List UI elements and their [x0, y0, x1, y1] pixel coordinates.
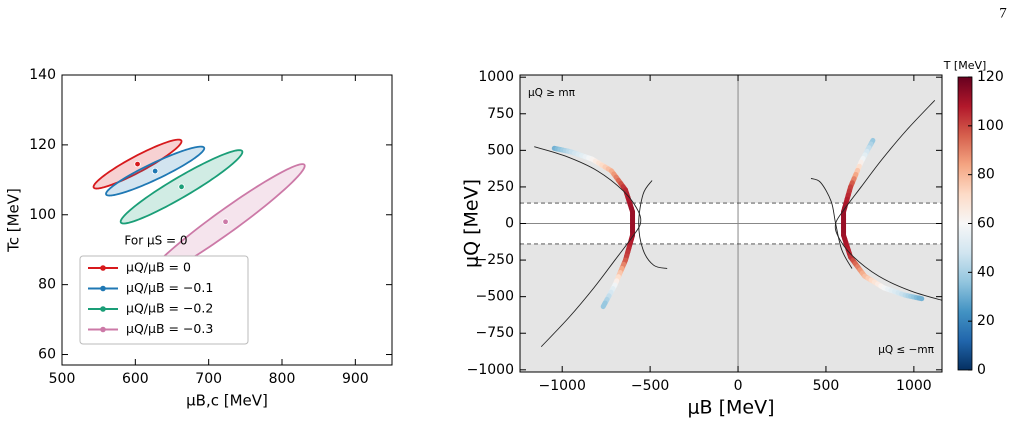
- annotation: μQ ≥ mπ: [528, 87, 576, 99]
- legend-marker: [100, 306, 106, 312]
- center-point: [151, 167, 159, 175]
- center-point: [134, 160, 141, 168]
- y-tick-label: 140: [29, 67, 56, 83]
- colorbar-tick-label: 40: [977, 264, 995, 280]
- y-tick-label: −750: [476, 325, 514, 341]
- annotation: μQ ≤ −mπ: [878, 344, 934, 356]
- x-tick-label: 1000: [896, 378, 932, 394]
- curve: [810, 178, 853, 269]
- x-tick-label: 900: [342, 371, 369, 387]
- y-tick-label: 750: [487, 106, 514, 122]
- x-tick-label: 800: [269, 371, 296, 387]
- x-tick-label: 500: [813, 378, 840, 394]
- legend-title: For μS = 0: [124, 234, 187, 248]
- y-tick-label: −250: [476, 252, 514, 268]
- colorbar-label: T [MeV]: [943, 59, 987, 72]
- legend-marker: [100, 265, 106, 271]
- colorbar-tick-label: 120: [977, 69, 1004, 85]
- x-tick-label: −500: [631, 378, 669, 394]
- x-tick-label: −1000: [539, 378, 586, 394]
- x-axis-label: μB [MeV]: [687, 397, 774, 419]
- legend-marker: [100, 285, 106, 292]
- y-axis-label: μQ [MeV]: [461, 179, 483, 268]
- colorbar-tick-label: 60: [977, 216, 995, 232]
- center-point: [222, 218, 229, 225]
- temperature-band: [916, 295, 925, 302]
- axes-frame: [519, 74, 943, 373]
- y-tick-label: 0: [505, 216, 514, 232]
- x-tick-label: 500: [49, 371, 76, 387]
- y-tick-label: 250: [487, 179, 514, 195]
- center-point: [178, 183, 185, 191]
- temperature-band: [600, 300, 608, 310]
- x-axis-label: μB,c [MeV]: [186, 392, 268, 410]
- y-axis-label: Tc [MeV]: [5, 188, 23, 253]
- legend-frame: [79, 255, 249, 345]
- y-tick-label: −1000: [467, 362, 514, 378]
- axes-frame: [61, 74, 393, 366]
- y-tick-label: 120: [29, 137, 56, 153]
- curve: [638, 180, 668, 270]
- colorbar-tick-label: 20: [977, 313, 995, 329]
- curve: [534, 146, 642, 347]
- y-tick-label: 100: [29, 207, 56, 223]
- page-number: 7: [999, 5, 1007, 21]
- x-tick-label: 600: [122, 371, 149, 387]
- x-tick-label: 0: [734, 378, 743, 394]
- legend-label: μQ/μB = −0.1: [126, 280, 213, 295]
- curves: [534, 100, 942, 347]
- y-tick-label: 80: [38, 277, 56, 293]
- colorbar-tick-label: 0: [977, 362, 986, 378]
- y-tick-label: −500: [476, 289, 514, 305]
- x-tick-label: 700: [195, 371, 222, 387]
- y-tick-label: 60: [38, 347, 56, 363]
- y-tick-label: 500: [487, 142, 514, 158]
- legend-label: μQ/μB = −0.2: [126, 301, 213, 316]
- y-tick-label: 1000: [478, 69, 514, 85]
- legend-label: μQ/μB = −0.3: [126, 321, 213, 336]
- legend-label: μQ/μB = 0: [126, 260, 191, 275]
- colorbar-tick-label: 100: [977, 118, 1004, 134]
- colorbar-tick-label: 80: [977, 167, 995, 183]
- legend-marker: [100, 326, 106, 333]
